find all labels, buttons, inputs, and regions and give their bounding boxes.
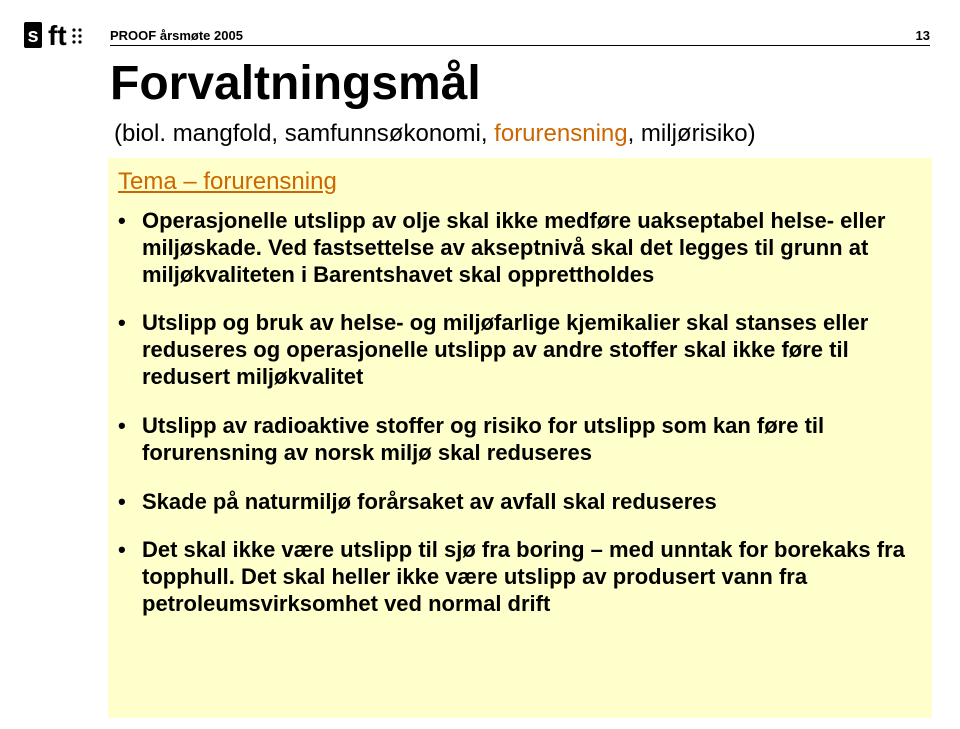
subtitle-suffix: , miljørisiko): [628, 120, 756, 147]
subtitle-prefix: (biol. mangfold, samfunnsøkonomi,: [114, 120, 494, 147]
bullet-item: • Det skal ikke være utslipp til sjø fra…: [118, 537, 918, 617]
bullet-dot: •: [118, 489, 142, 516]
subtitle: (biol. mangfold, samfunnsøkonomi, forure…: [114, 120, 756, 148]
subtitle-highlight: forurensning: [494, 120, 627, 147]
bullet-text: Operasjonelle utslipp av olje skal ikke …: [142, 208, 918, 288]
page-title: Forvaltningsmål: [110, 56, 481, 111]
bullet-text: Utslipp og bruk av helse- og miljøfarlig…: [142, 310, 918, 390]
svg-text:s: s: [27, 25, 38, 47]
sft-logo: s ft: [24, 18, 96, 52]
bullet-dot: •: [118, 208, 142, 235]
bullet-text: Det skal ikke være utslipp til sjø fra b…: [142, 537, 918, 617]
bullet-item: • Operasjonelle utslipp av olje skal ikk…: [118, 208, 918, 288]
bullet-dot: •: [118, 413, 142, 440]
header-left-text: PROOF årsmøte 2005: [110, 28, 243, 43]
bullet-dot: •: [118, 537, 142, 564]
bullet-item: • Skade på naturmiljø forårsaket av avfa…: [118, 489, 918, 516]
bullet-item: • Utslipp og bruk av helse- og miljøfarl…: [118, 310, 918, 390]
bullet-dot: •: [118, 310, 142, 337]
bullet-list: • Operasjonelle utslipp av olje skal ikk…: [118, 208, 918, 640]
header-bar: PROOF årsmøte 2005 13: [110, 28, 930, 46]
bullet-item: • Utslipp av radioaktive stoffer og risi…: [118, 413, 918, 467]
bullet-text: Utslipp av radioaktive stoffer og risiko…: [142, 413, 918, 467]
bullet-text: Skade på naturmiljø forårsaket av avfall…: [142, 489, 918, 516]
slide-number: 13: [916, 28, 930, 43]
tema-heading: Tema – forurensning: [118, 168, 337, 196]
svg-text:ft: ft: [48, 20, 67, 51]
